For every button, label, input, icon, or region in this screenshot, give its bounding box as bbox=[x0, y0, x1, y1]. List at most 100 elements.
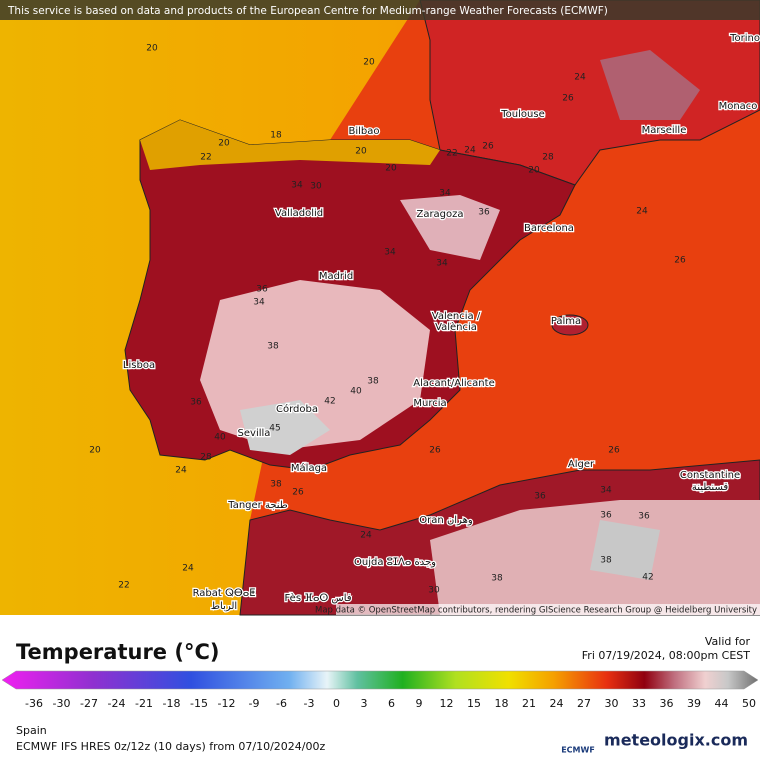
city-label: Tanger طنجة bbox=[227, 500, 288, 511]
contour-label: 34 bbox=[253, 298, 265, 308]
legend-tick-label: 0 bbox=[333, 697, 340, 710]
contour-label: 26 bbox=[608, 446, 620, 456]
contour-label: 22 bbox=[200, 153, 211, 163]
legend-tick-label: 30 bbox=[605, 697, 619, 710]
legend-tick-label: 18 bbox=[495, 697, 509, 710]
city-label: Barcelona bbox=[524, 223, 574, 234]
brand: meteologix.com bbox=[604, 731, 748, 750]
city-label: الرباط bbox=[211, 601, 237, 612]
city-label: València bbox=[435, 321, 477, 333]
city-label: Lisboa bbox=[123, 360, 155, 371]
contour-label: 20 bbox=[363, 58, 375, 68]
city-label: Córdoba bbox=[276, 403, 318, 415]
city-label: Toulouse bbox=[500, 109, 544, 120]
contour-label: 22 bbox=[446, 149, 457, 159]
city-label: Fès ⴼⴰⵙ فاس bbox=[284, 592, 351, 604]
legend-tick-label: -30 bbox=[53, 697, 71, 710]
city-label: Constantine bbox=[680, 470, 740, 481]
contour-label: 42 bbox=[642, 573, 653, 583]
contour-label: 24 bbox=[360, 531, 372, 541]
legend-tick-label: -36 bbox=[25, 697, 43, 710]
legend-title: Temperature (°C) bbox=[16, 640, 219, 664]
city-label: Marseille bbox=[642, 125, 687, 136]
city-label: Zaragoza bbox=[416, 209, 463, 220]
contour-label: 26 bbox=[429, 446, 441, 456]
city-label: Alger bbox=[568, 459, 595, 470]
legend-tick-label: 50 bbox=[742, 697, 756, 710]
contour-label: 40 bbox=[214, 433, 226, 443]
city-label: Alacant/Alicante bbox=[413, 378, 494, 389]
guadalquivir-heat bbox=[240, 400, 330, 455]
model-info: ECMWF IFS HRES 0z/12z (10 days) from 07/… bbox=[16, 740, 326, 753]
contour-label: 26 bbox=[482, 142, 494, 152]
contour-label: 34 bbox=[600, 486, 612, 496]
city-label: Valladolid bbox=[275, 208, 323, 219]
contour-label: 20 bbox=[146, 44, 158, 54]
contour-label: 34 bbox=[436, 259, 448, 269]
north-coast bbox=[140, 120, 440, 170]
legend-tick-label: 44 bbox=[715, 697, 729, 710]
alps-heat bbox=[600, 50, 700, 120]
legend-tick-label: 36 bbox=[660, 697, 674, 710]
colorbar bbox=[1, 670, 759, 690]
legend-tick-label: -15 bbox=[190, 697, 208, 710]
contour-label: 28 bbox=[200, 453, 212, 463]
contour-label: 38 bbox=[367, 377, 379, 387]
contour-label: 26 bbox=[292, 488, 304, 498]
valid-label: Valid for bbox=[705, 635, 751, 648]
contour-label: 24 bbox=[464, 146, 476, 156]
ecmwf-logo: ECMWF bbox=[561, 746, 595, 755]
legend-tick-label: 24 bbox=[550, 697, 564, 710]
contour-label: 38 bbox=[491, 574, 503, 584]
contour-label: 42 bbox=[324, 397, 335, 407]
legend-tick-label: 21 bbox=[522, 697, 536, 710]
legend-tick-label: 12 bbox=[440, 697, 454, 710]
atlas-heat bbox=[590, 520, 660, 580]
city-label: Palma bbox=[551, 316, 581, 327]
contour-label: 45 bbox=[269, 424, 280, 434]
contour-label: 36 bbox=[190, 398, 202, 408]
contour-label: 24 bbox=[182, 564, 194, 574]
mallorca bbox=[551, 314, 589, 336]
contour-label: 20 bbox=[385, 164, 397, 174]
city-label: Monaco bbox=[719, 101, 758, 112]
contour-label: 38 bbox=[600, 556, 612, 566]
contour-label: 38 bbox=[267, 342, 279, 352]
legend-tick-label: 6 bbox=[388, 697, 395, 710]
contour-label: 20 bbox=[218, 139, 230, 149]
city-label: Murcia bbox=[413, 398, 446, 409]
header-bar bbox=[0, 0, 760, 20]
contour-label: 34 bbox=[384, 248, 396, 258]
contour-label: 36 bbox=[256, 285, 268, 295]
disclaimer: This service is based on data and produc… bbox=[7, 5, 608, 17]
legend-tick-label: 33 bbox=[632, 697, 646, 710]
city-label: Bilbao bbox=[348, 126, 379, 137]
city-label: Valencia / bbox=[432, 311, 481, 322]
contour-label: 24 bbox=[175, 466, 187, 476]
legend-tick-label: -9 bbox=[249, 697, 260, 710]
contour-label: 20 bbox=[528, 166, 540, 176]
legend-tick-label: -27 bbox=[80, 697, 98, 710]
contour-label: 20 bbox=[355, 147, 367, 157]
contour-label: 36 bbox=[600, 511, 612, 521]
attribution: Map data © OpenStreetMap contributors, r… bbox=[315, 606, 757, 616]
contour-label: 36 bbox=[478, 208, 490, 218]
contour-label: 40 bbox=[350, 387, 362, 397]
map-area bbox=[0, 0, 760, 616]
city-label: Málaga bbox=[291, 462, 327, 474]
legend-tick-label: 39 bbox=[687, 697, 701, 710]
contour-label: 20 bbox=[89, 446, 101, 456]
legend-tick-label: -18 bbox=[163, 697, 181, 710]
contour-label: 18 bbox=[270, 131, 282, 141]
contour-label: 36 bbox=[638, 512, 650, 522]
attribution-bg bbox=[336, 604, 760, 615]
legend-tick-label: 3 bbox=[361, 697, 368, 710]
legend-tick-label: -6 bbox=[276, 697, 287, 710]
city-label: Sevilla bbox=[238, 428, 271, 439]
region: Spain bbox=[16, 724, 47, 737]
contour-label: 30 bbox=[310, 182, 322, 192]
legend-tick-label: 15 bbox=[467, 697, 481, 710]
city-label: Oujda ⵓⵊⴷⴰ وجدة bbox=[354, 557, 436, 568]
